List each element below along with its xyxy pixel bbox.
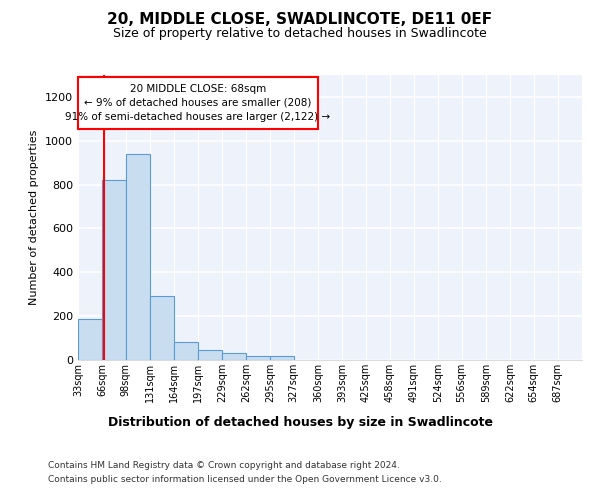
Text: 20, MIDDLE CLOSE, SWADLINCOTE, DE11 0EF: 20, MIDDLE CLOSE, SWADLINCOTE, DE11 0EF <box>107 12 493 28</box>
Text: 20 MIDDLE CLOSE: 68sqm: 20 MIDDLE CLOSE: 68sqm <box>130 84 266 94</box>
Y-axis label: Number of detached properties: Number of detached properties <box>29 130 40 305</box>
Text: Distribution of detached houses by size in Swadlincote: Distribution of detached houses by size … <box>107 416 493 429</box>
Bar <box>102 180 125 360</box>
Bar <box>78 320 102 360</box>
FancyBboxPatch shape <box>78 77 318 128</box>
Bar <box>150 296 174 360</box>
Text: Contains HM Land Registry data © Crown copyright and database right 2024.: Contains HM Land Registry data © Crown c… <box>48 460 400 469</box>
Text: ← 9% of detached houses are smaller (208): ← 9% of detached houses are smaller (208… <box>84 98 311 108</box>
Bar <box>270 356 293 360</box>
Text: Size of property relative to detached houses in Swadlincote: Size of property relative to detached ho… <box>113 28 487 40</box>
Bar <box>199 350 222 360</box>
Bar <box>125 154 150 360</box>
Text: Contains public sector information licensed under the Open Government Licence v3: Contains public sector information licen… <box>48 476 442 484</box>
Bar <box>174 342 199 360</box>
Text: 91% of semi-detached houses are larger (2,122) →: 91% of semi-detached houses are larger (… <box>65 112 331 122</box>
Bar <box>246 356 270 360</box>
Bar <box>222 354 246 360</box>
